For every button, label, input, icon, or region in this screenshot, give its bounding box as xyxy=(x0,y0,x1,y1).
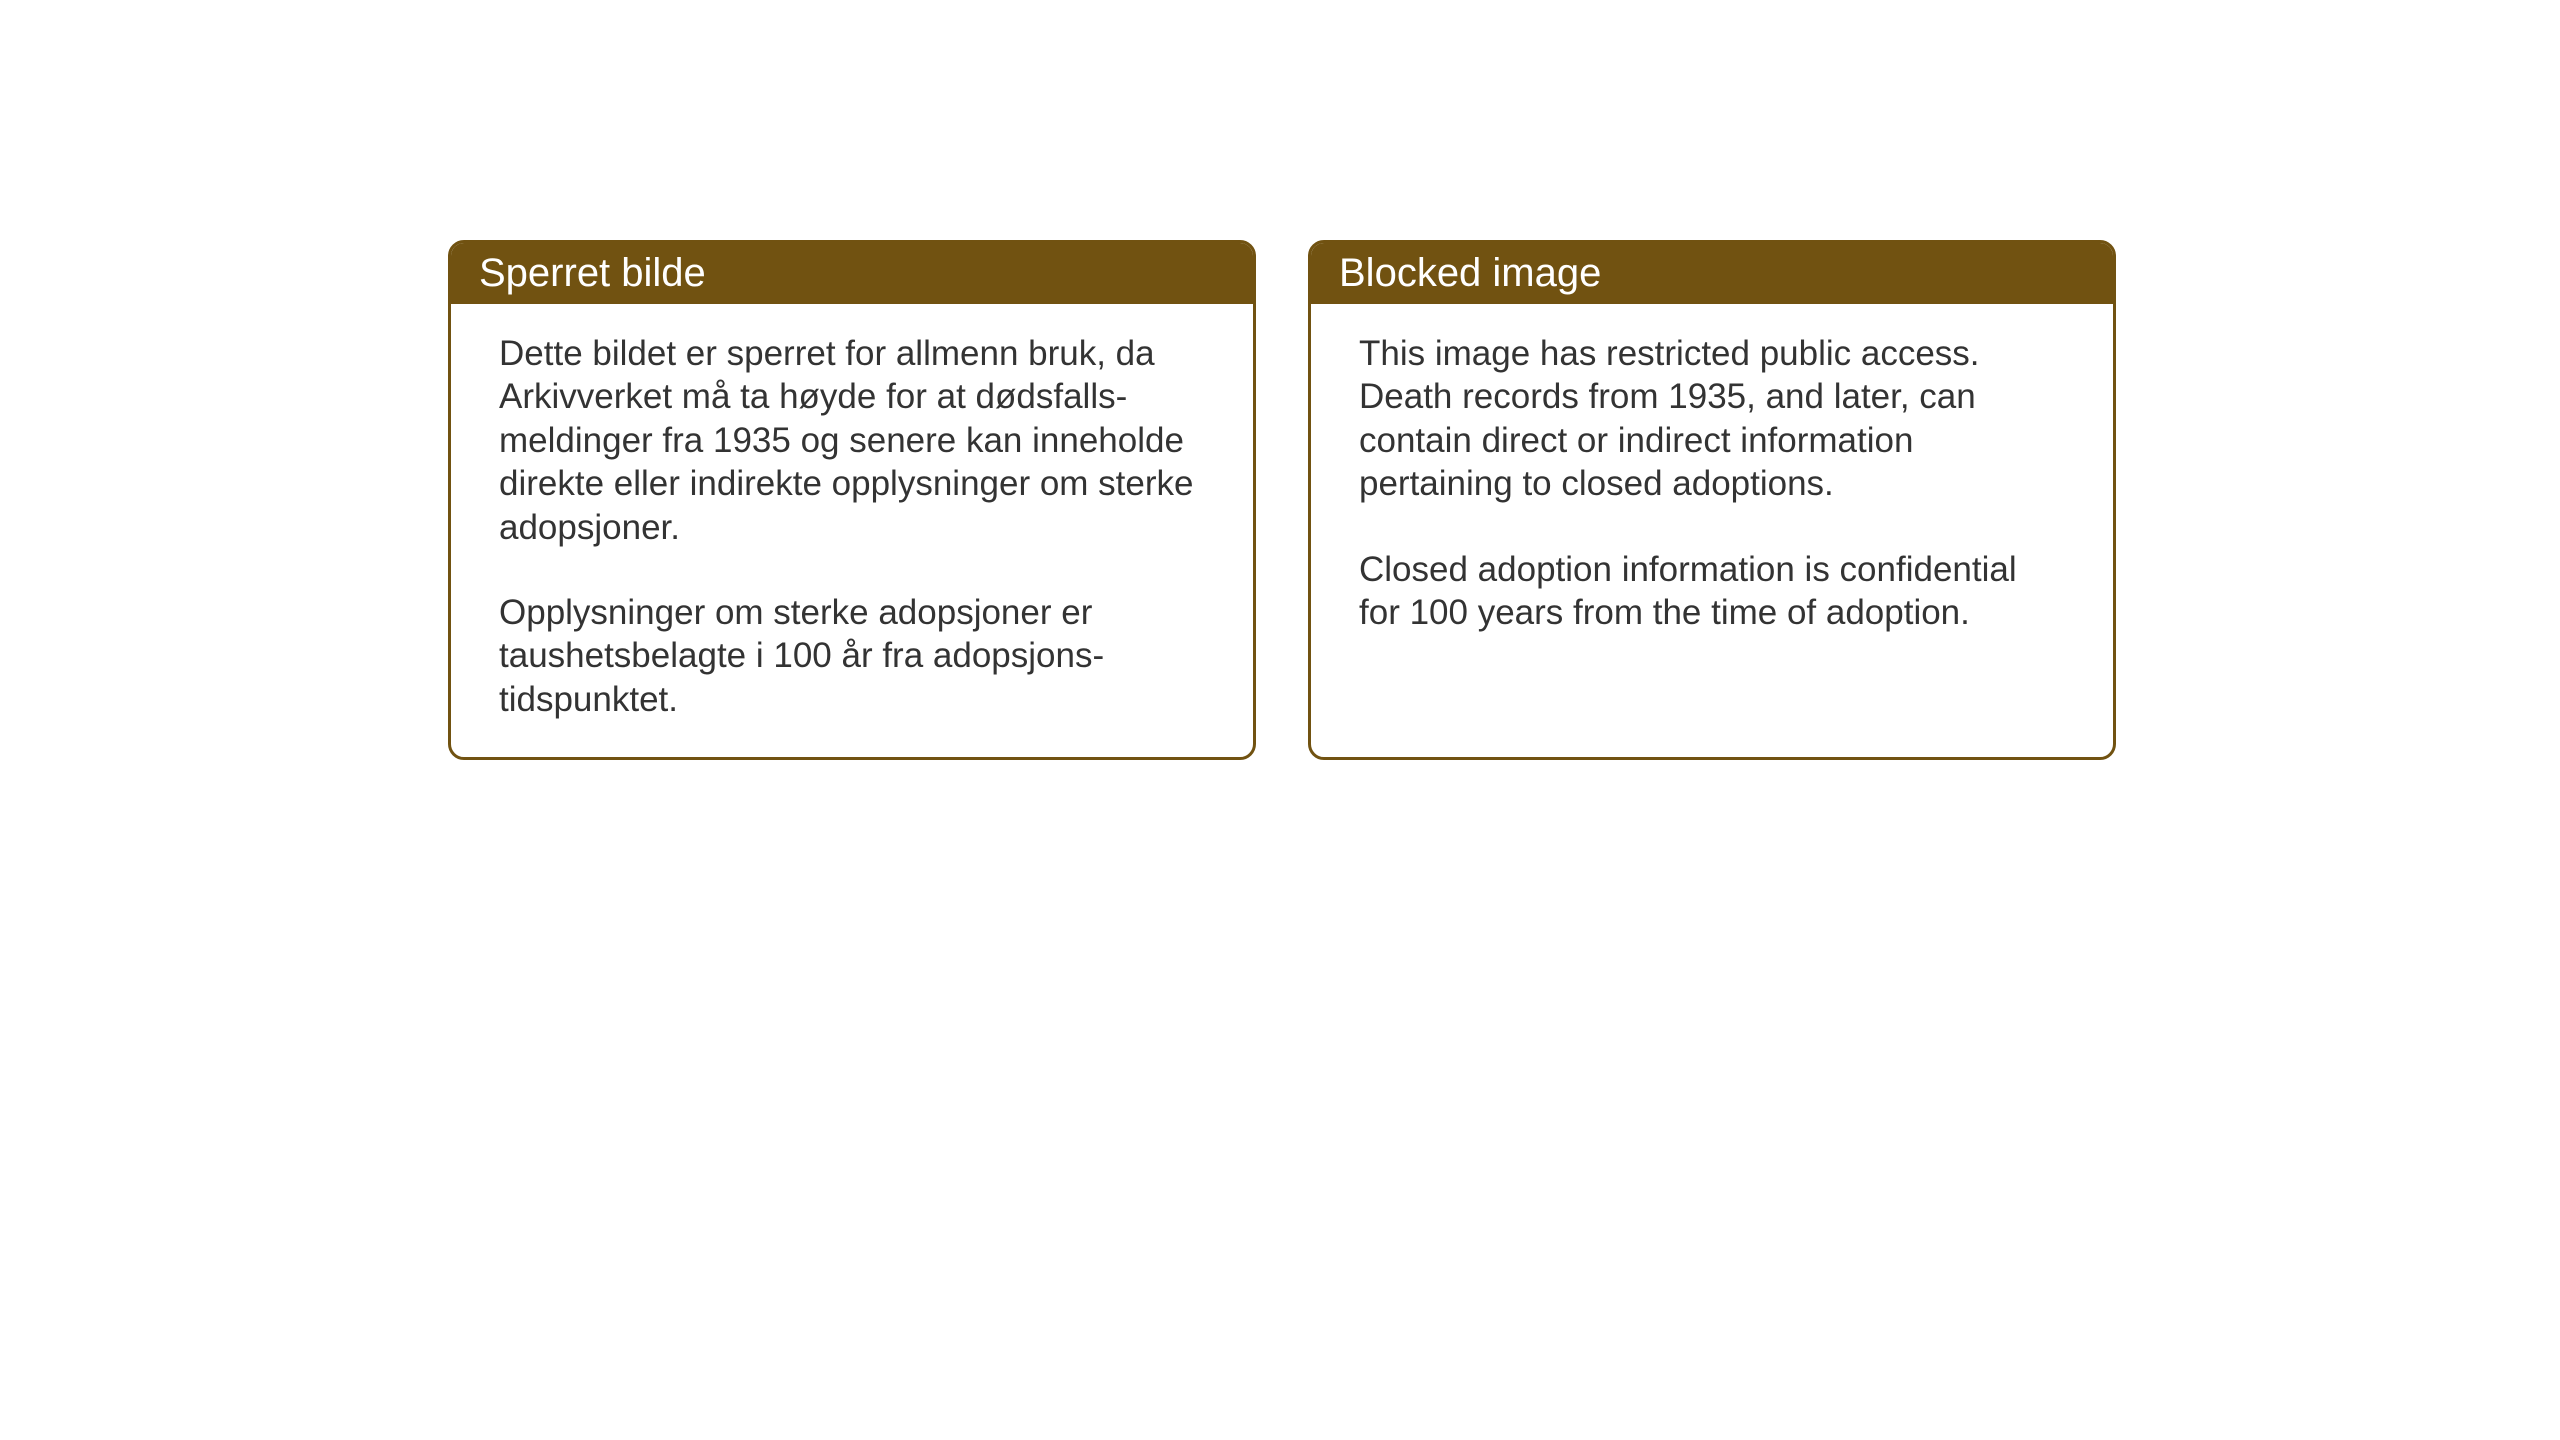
notice-card-english: Blocked image This image has restricted … xyxy=(1308,240,2116,760)
notice-body-english: This image has restricted public access.… xyxy=(1311,304,2113,670)
notice-header-norwegian: Sperret bilde xyxy=(451,243,1253,304)
notice-body-norwegian: Dette bildet er sperret for allmenn bruk… xyxy=(451,304,1253,757)
notice-paragraph: This image has restricted public access.… xyxy=(1359,332,2065,506)
notice-card-norwegian: Sperret bilde Dette bildet er sperret fo… xyxy=(448,240,1256,760)
notice-container: Sperret bilde Dette bildet er sperret fo… xyxy=(448,240,2116,760)
notice-title: Blocked image xyxy=(1339,251,1601,295)
notice-paragraph: Opplysninger om sterke adopsjoner er tau… xyxy=(499,591,1205,721)
notice-header-english: Blocked image xyxy=(1311,243,2113,304)
notice-paragraph: Dette bildet er sperret for allmenn bruk… xyxy=(499,332,1205,549)
notice-title: Sperret bilde xyxy=(479,251,706,295)
notice-paragraph: Closed adoption information is confident… xyxy=(1359,548,2065,635)
